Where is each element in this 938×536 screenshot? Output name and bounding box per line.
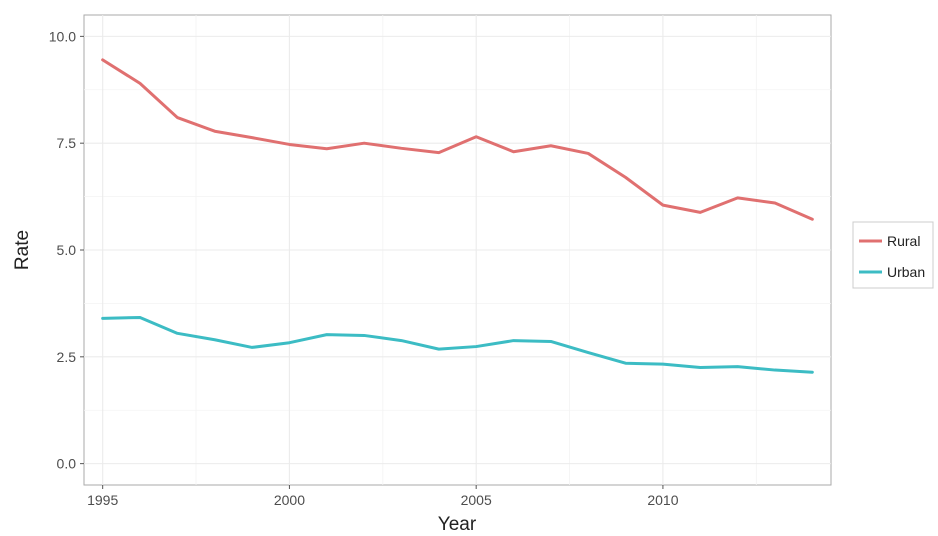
y-axis-title: Rate <box>12 230 33 270</box>
series-line-urban <box>101 316 814 374</box>
series-line-rural <box>101 58 814 221</box>
legend-box <box>852 221 934 289</box>
legend-label-urban: Urban <box>887 264 925 280</box>
y-tick-label: 7.5 <box>57 135 77 151</box>
legend-label-rural: Rural <box>887 233 920 249</box>
y-tick-label: 5.0 <box>57 242 77 258</box>
x-axis-title: Year <box>438 514 477 535</box>
legend: Rural Urban <box>852 221 934 289</box>
y-tick-label: 0.0 <box>57 456 77 472</box>
x-tick-label: 2000 <box>274 492 305 508</box>
x-tick-label: 2010 <box>647 492 678 508</box>
y-tick-label: 2.5 <box>57 349 77 365</box>
x-tick-label: 1995 <box>87 492 118 508</box>
x-axis: 1995 2000 2005 2010 <box>87 485 679 508</box>
series-lines <box>101 58 814 374</box>
y-axis: 0.0 2.5 5.0 7.5 10.0 <box>49 28 84 472</box>
x-tick-label: 2005 <box>461 492 492 508</box>
grid-major <box>84 15 831 485</box>
y-tick-label: 10.0 <box>49 28 76 44</box>
